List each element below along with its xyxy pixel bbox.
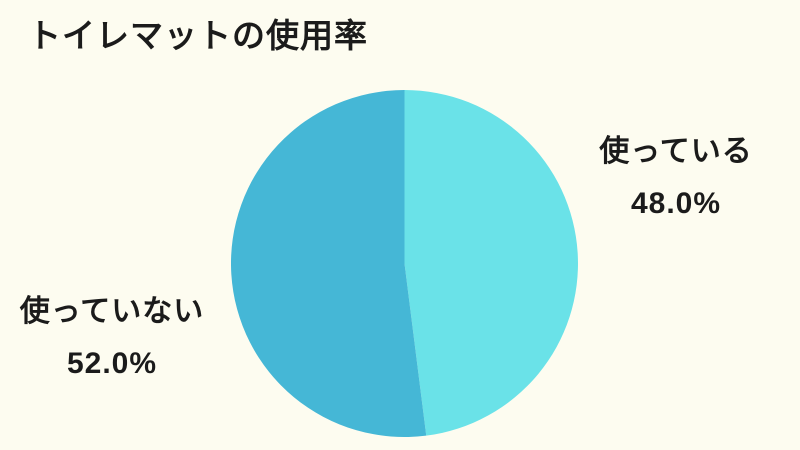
slice-label-not-using: 使っていない 52.0%	[0, 286, 244, 390]
slice-label-not-using-text: 使っていない	[19, 295, 205, 328]
pie-slice-0	[404, 90, 578, 436]
slice-label-not-using-pct: 52.0%	[66, 347, 158, 380]
slice-label-using: 使っている 48.0%	[556, 126, 796, 230]
slice-label-using-text: 使っている	[599, 135, 753, 168]
pie-slice-1	[231, 90, 427, 437]
slice-label-using-pct: 48.0%	[630, 187, 722, 220]
pie-chart	[231, 90, 578, 437]
chart-title: トイレマットの使用率	[28, 17, 368, 54]
